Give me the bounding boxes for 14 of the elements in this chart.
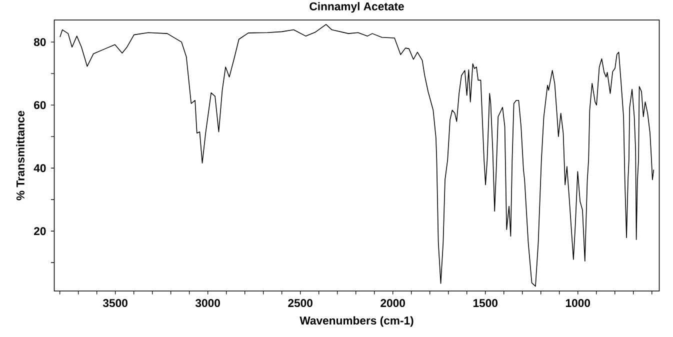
x-tick-label: 2000 <box>380 299 405 308</box>
y-tick-label: 80 <box>34 38 46 46</box>
x-axis-title: Wavenumbers (cm-1) <box>300 316 414 327</box>
x-tick-label: 3000 <box>195 299 220 308</box>
x-tick-label: 1500 <box>473 299 498 308</box>
chart-title: Cinnamyl Acetate <box>310 2 404 13</box>
line-series <box>60 24 654 287</box>
x-tick-label: 2500 <box>288 299 312 308</box>
x-tick-label: 1000 <box>566 299 590 308</box>
y-axis-title: % Transmittance <box>16 110 24 200</box>
x-tick-label: 3500 <box>102 299 128 308</box>
y-tick-label: 20 <box>34 227 46 236</box>
y-tick-label: 40 <box>34 164 46 172</box>
y-tick-label: 60 <box>34 101 46 110</box>
